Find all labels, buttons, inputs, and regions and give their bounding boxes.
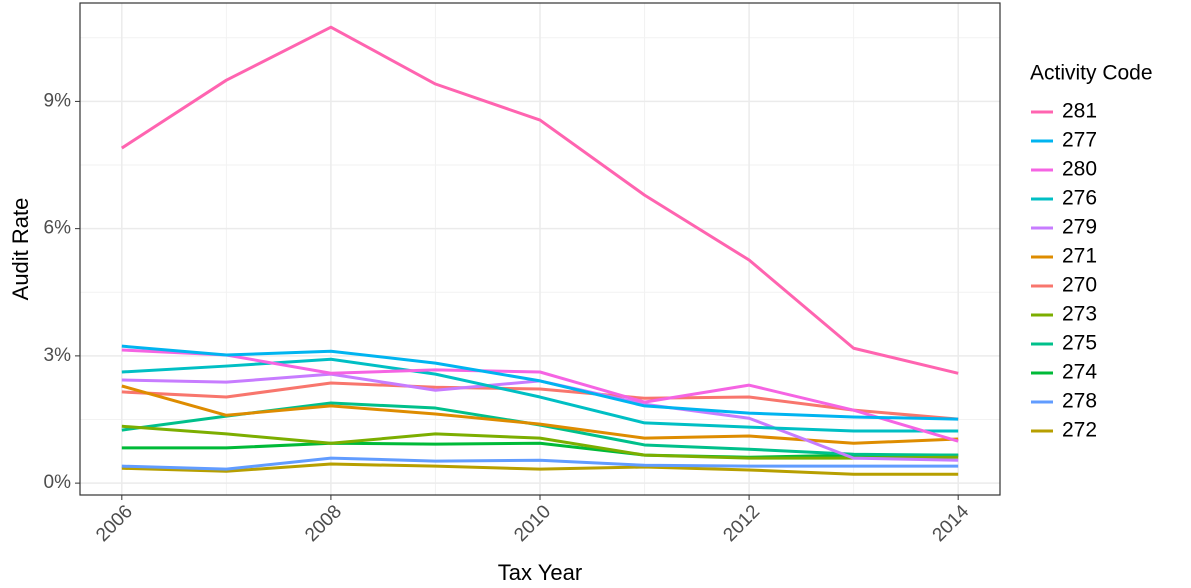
legend-label: 275 [1062,332,1097,355]
legend-label: 274 [1062,361,1097,384]
legend-label: 281 [1062,100,1097,123]
data-line [121,424,959,460]
data-line [121,357,959,433]
legend-label: 278 [1062,390,1097,413]
data-line [121,441,959,459]
data-line [121,381,959,421]
legend-label: 273 [1062,303,1097,326]
x-tick-label: 2012 [719,501,764,546]
x-tick-label: 2010 [510,501,555,546]
legend-title: Activity Code [1030,62,1153,85]
legend-label: 277 [1062,129,1097,152]
legend-label: 276 [1062,187,1097,210]
x-axis-title: Tax Year [498,560,582,585]
panel-border [79,2,1001,496]
legend-label: 272 [1062,419,1097,442]
x-tick-label: 2008 [301,501,346,546]
data-line [121,462,959,476]
legend-label: 270 [1062,274,1097,297]
y-tick-label: 0% [44,472,72,493]
y-tick-label: 6% [44,218,72,239]
legend-label: 280 [1062,158,1097,181]
data-line [121,25,959,375]
y-axis-title: Audit Rate [8,198,33,301]
data-line [121,348,959,443]
legend-label: 271 [1062,245,1097,268]
y-tick-label: 3% [44,345,72,366]
legend-label: 279 [1062,216,1097,239]
y-tick-label: 9% [44,90,72,111]
x-tick-label: 2014 [929,501,974,546]
x-tick-label: 2006 [92,501,137,546]
data-line [121,344,959,421]
data-line [121,384,959,445]
data-line [121,456,959,471]
